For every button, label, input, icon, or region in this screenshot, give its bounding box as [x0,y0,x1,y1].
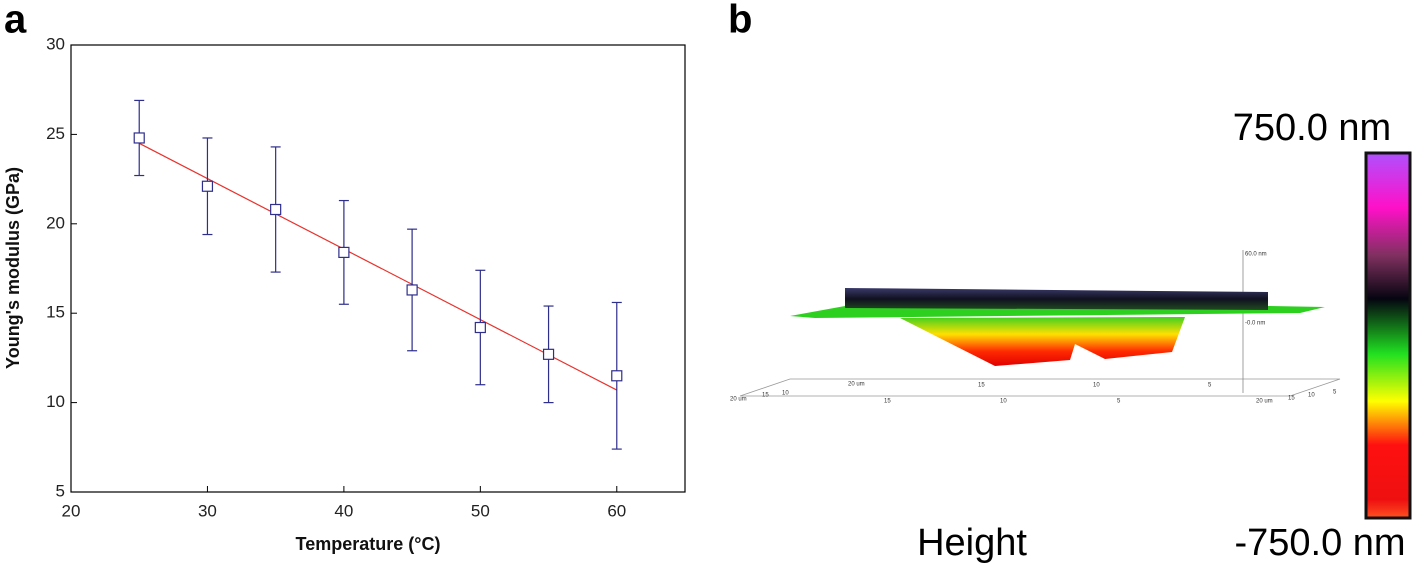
fit-line [138,142,618,391]
point [611,370,623,382]
x-tick-label: 30 [198,501,217,520]
point [474,321,486,334]
x-tick-label: 20 [62,501,81,520]
afm-axis-label: 10 [1308,393,1315,399]
afm-axis-label: 60.0 nm [1245,252,1267,258]
point [338,246,350,259]
panel-a: a Temperature (°C) Young's modulus (GPa)… [3,0,686,554]
afm-axis-label: 20 um [730,397,747,403]
trench [900,317,1185,366]
point [201,180,214,192]
afm-axis-label: 5 [1117,399,1121,405]
scale-max: 750.0 nm [1233,107,1391,149]
x-tick-label: 40 [334,501,353,520]
afm-axis-label: 5 [1208,383,1212,389]
y-tick-label: 25 [46,124,65,143]
afm-axis-label: 15 [978,383,985,389]
caption: Height [917,522,1027,564]
color-bar [1364,151,1412,520]
x-tick-label: 50 [471,501,490,520]
y-axis-title: Young's modulus (GPa) [3,167,23,369]
afm-axis-label: 5 [1333,390,1337,396]
panel-b: b 750.0 nm -750.0 nm Height 20 um 15 10 20 … [728,0,1412,564]
base-box [739,378,1341,397]
x-axis-title: Temperature (°C) [296,534,441,554]
afm-axis-label: 15 [1288,396,1295,402]
panel-label: a [4,0,27,42]
afm-axis-label: 10 [1093,383,1100,389]
y-tick-label: 10 [46,392,65,411]
afm-axis-label: 10 [1000,399,1007,405]
point [542,348,555,360]
point [270,203,282,216]
point [133,132,145,144]
afm-axis-label: 10 [782,391,789,397]
afm-axis-label: 20 um [848,382,865,388]
afm-axis-label: 15 [884,399,891,405]
point [406,284,418,296]
scale-min: -750.0 nm [1234,522,1405,564]
y-tick-label: 5 [56,481,65,500]
x-tick-label: 60 [607,501,626,520]
y-tick-label: 20 [46,213,65,232]
plot-frame [70,44,686,493]
afm-axis-label: 15 [762,393,769,399]
y-tick-label: 30 [46,34,65,53]
afm-axis-label: 20 um [1256,399,1273,405]
raised-block [845,288,1268,310]
y-tick-label: 15 [46,303,65,322]
afm-axis-label: -0.0 nm [1245,321,1265,327]
panel-label: b [728,0,752,42]
